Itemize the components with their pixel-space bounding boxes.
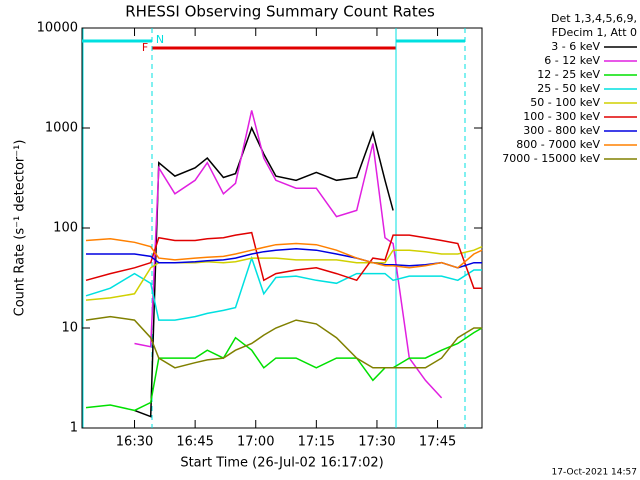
x-tick-label: 17:30 — [358, 435, 395, 450]
legend-label: 7000 - 15000 keV — [502, 152, 600, 165]
series-line — [85, 327, 483, 412]
series-line — [85, 315, 482, 369]
annotation: N — [156, 33, 164, 46]
x-tick-label: 17:00 — [237, 435, 274, 450]
legend-header: Det 1,3,4,5,6,9, — [551, 12, 637, 25]
legend-label: 3 - 6 keV — [551, 40, 600, 53]
x-tick-label: 17:45 — [419, 435, 456, 450]
y-tick-label: 10000 — [37, 21, 78, 36]
x-tick-label: 16:45 — [176, 435, 213, 450]
plot-frame — [81, 27, 483, 429]
y-tick-label: 1000 — [45, 121, 78, 136]
legend-label: 50 - 100 keV — [530, 96, 600, 109]
legend-label: 25 - 50 keV — [537, 82, 600, 95]
legend-label: 12 - 25 keV — [537, 68, 600, 81]
y-tick-label: 10 — [61, 321, 78, 336]
legend-header: FDecim 1, Att 0 — [552, 26, 637, 39]
series-line — [85, 238, 483, 269]
x-tick-label: 16:30 — [116, 435, 153, 450]
chart-title: RHESSI Observing Summary Count Rates — [125, 3, 435, 21]
series-line — [86, 248, 482, 269]
x-axis-label: Start Time (26-Jul-02 16:17:02) — [180, 456, 383, 471]
legend-label: 6 - 12 keV — [544, 54, 600, 67]
legend-label: 800 - 7000 keV — [516, 138, 600, 151]
series-line — [85, 231, 482, 289]
legend-label: 100 - 300 keV — [523, 110, 600, 123]
series-line — [85, 255, 482, 321]
series-line — [134, 126, 394, 418]
y-tick-label: 1 — [70, 421, 78, 436]
annotation: F — [142, 41, 148, 54]
footer: 17-Oct-2021 14:57 — [552, 468, 637, 478]
x-tick-label: 17:15 — [298, 435, 335, 450]
legend-label: 300 - 800 keV — [523, 124, 600, 137]
y-tick-label: 100 — [53, 221, 78, 236]
y-axis-label: Count Rate (s⁻¹ detector⁻¹) — [13, 140, 28, 317]
